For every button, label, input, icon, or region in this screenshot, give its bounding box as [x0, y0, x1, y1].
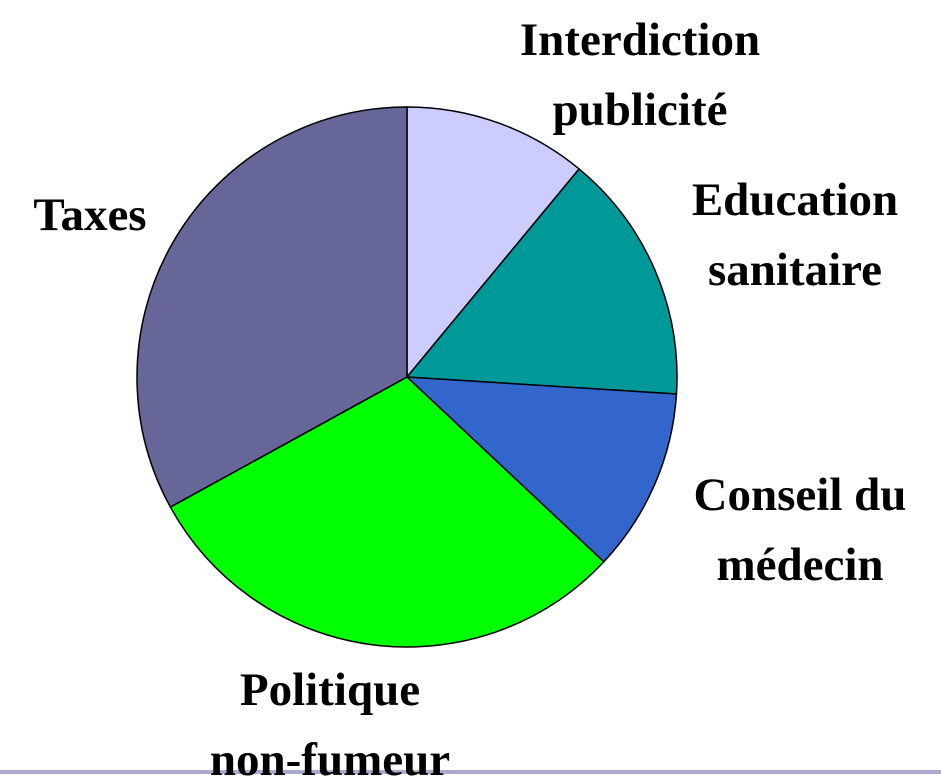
slice-label: Interdiction publicité	[519, 14, 761, 136]
slice-label: Taxes	[33, 189, 147, 241]
pie-slice	[406, 106, 581, 380]
pie-slice	[405, 167, 678, 395]
slice-label: Conseil du médecin	[693, 469, 907, 591]
pie-slice	[136, 106, 408, 509]
slice-label: Education sanitaire	[691, 174, 899, 296]
slice-label: Politique non-fumeur	[209, 664, 451, 779]
pie-slice	[404, 376, 678, 563]
pie-slice	[169, 376, 605, 648]
